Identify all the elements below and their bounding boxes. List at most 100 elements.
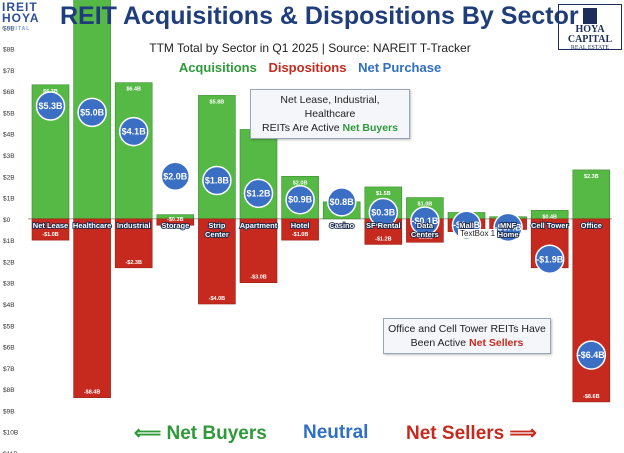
footer-neutral: Neutral xyxy=(303,422,369,443)
y-tick-label: $8B xyxy=(3,387,15,394)
logo-text-line1: IREIT xyxy=(2,0,38,14)
y-tick-label: $0 xyxy=(3,217,11,224)
disposition-value-label: -$1.1B xyxy=(417,234,434,240)
callout-line1: Office and Cell Tower REITs Have xyxy=(388,323,546,335)
callout-line2-text: Been Active xyxy=(410,337,470,349)
legend-dispositions: Dispositions xyxy=(268,60,347,75)
net-purchase-value-label: $5.3B xyxy=(38,101,63,111)
category-label: SF Rental xyxy=(366,221,401,230)
category-label: Industrial xyxy=(117,221,151,230)
net-purchase-value-label: -$6.4B xyxy=(578,350,606,360)
legend-net-purchase: Net Purchase xyxy=(358,60,442,75)
acquisition-value-label: $0.4B xyxy=(542,214,557,220)
net-purchase-value-label: -$1.9B xyxy=(536,254,564,264)
acquisition-value-label: $5.8B xyxy=(210,99,225,105)
disposition-value-label: -$3.0B xyxy=(250,275,267,281)
net-purchase-marker xyxy=(410,206,440,236)
y-tick-label: $1B xyxy=(3,196,15,203)
chart-title: REIT Acquisitions & Dispositions By Sect… xyxy=(60,2,579,30)
callout-line2: REITs Are Active Net Buyers xyxy=(255,121,405,135)
category-label: Office xyxy=(581,221,602,230)
acquisition-value-label: $1.0B xyxy=(418,202,433,208)
net-buyers-callout: Net Lease, Industrial, Healthcare REITs … xyxy=(250,89,410,139)
acquisition-value-label: $1.5B xyxy=(376,191,391,197)
category-label: Data xyxy=(417,221,434,230)
net-purchase-marker xyxy=(285,184,315,215)
y-tick-label: $6B xyxy=(3,89,15,96)
net-purchase-value-label: -$0.4B xyxy=(495,222,523,232)
hoya-logo-left: IREIT HOYA CAPITAL xyxy=(2,0,58,32)
legend-acquisitions: Acquisitions xyxy=(178,60,257,75)
disposition-value-label: -$1.0B xyxy=(42,232,59,238)
category-label: Casino xyxy=(329,221,354,230)
callout-line2: Been Active Net Sellers xyxy=(388,336,546,350)
logo-text-line3: CAPITAL xyxy=(2,26,31,32)
disposition-value-label: -$8.6B xyxy=(583,394,600,400)
footer-net-sellers: Net Sellers ⟹ xyxy=(406,423,537,444)
net-purchase-value-label: -$0.3B xyxy=(453,220,481,230)
y-tick-label: $9B xyxy=(3,408,15,415)
net-purchase-marker xyxy=(35,91,66,121)
net-sellers-callout: Office and Cell Tower REITs Have Been Ac… xyxy=(383,318,551,354)
y-tick-label: $4B xyxy=(3,132,15,139)
net-purchase-value-label: $0.8B xyxy=(330,197,355,207)
category-label: Centers xyxy=(411,230,439,239)
net-purchase-value-label: $1.2B xyxy=(246,188,271,198)
category-label: Apartment xyxy=(240,221,278,230)
net-purchase-marker xyxy=(368,197,399,228)
net-purchase-marker xyxy=(160,161,191,192)
disposition-value-label: -$8.4B xyxy=(84,390,101,396)
category-label: MNF xyxy=(500,221,517,230)
textbox-label: TextBox 1 xyxy=(458,229,498,238)
disposition-value-label: -$1.2B xyxy=(375,236,392,242)
disposition-value-label: -$4.0B xyxy=(209,296,226,302)
callout-emph: Net Sellers xyxy=(469,337,524,349)
category-labels: Net Lease Healthcare Industrial Storage Stri… xyxy=(32,220,603,240)
y-tick-label: $1B xyxy=(3,238,15,245)
category-label: Storage xyxy=(161,221,189,230)
net-purchase-value-label: $0.9B xyxy=(288,195,313,205)
y-tick-label: $11B xyxy=(3,451,18,453)
category-label: Mall xyxy=(459,221,474,230)
legend: Acquisitions Dispositions Net Purchase xyxy=(60,60,560,75)
y-tick-label: $5B xyxy=(3,323,15,330)
y-tick-label: $6B xyxy=(3,345,15,352)
category-label: Cell Tower xyxy=(531,221,568,230)
category-label: Healthcare xyxy=(73,221,111,230)
disposition-bar xyxy=(73,218,111,398)
net-purchase-marker xyxy=(77,97,107,128)
acquisition-value-label: $6.4B xyxy=(126,87,141,93)
net-purchase-value-label: -$0.1B xyxy=(411,216,439,226)
net-purchase-marker xyxy=(576,340,607,370)
disposition-bar xyxy=(31,218,70,241)
y-tick-label: $5B xyxy=(3,110,15,117)
net-purchase-marker xyxy=(202,165,232,196)
disposition-value-label: -$2.3B xyxy=(125,260,142,266)
callout-line2-text: REITs Are Active xyxy=(262,122,343,134)
disposition-bar xyxy=(572,218,611,403)
logo-right-line1: HOYA CAPITAL xyxy=(567,24,613,45)
disposition-value-label: -$1.0B xyxy=(292,232,309,238)
disposition-bar xyxy=(156,218,195,226)
y-tick-label: $2B xyxy=(3,174,15,181)
disposition-bar xyxy=(198,218,236,305)
net-purchase-marker xyxy=(493,212,523,243)
net-purchase-marker xyxy=(243,178,274,209)
disposition-value-label: -$0.3B xyxy=(167,217,184,223)
acquisition-value-label: $2.0B xyxy=(293,180,308,186)
acquisition-bar xyxy=(198,95,236,220)
acquisition-bar xyxy=(114,82,153,220)
category-label: Strip xyxy=(208,221,226,230)
disposition-bar xyxy=(239,218,278,284)
disposition-bar xyxy=(281,218,319,241)
building-icon xyxy=(583,8,597,24)
y-tick-label: $7B xyxy=(3,68,15,75)
logo-right-line2: REAL ESTATE xyxy=(570,45,610,51)
net-purchase-value-label: $1.8B xyxy=(205,176,230,186)
y-tick-label: $10B xyxy=(3,430,18,437)
category-label: Hotel xyxy=(291,221,310,230)
net-purchase-marker xyxy=(326,187,357,217)
net-purchase-marker xyxy=(534,244,565,275)
footer-net-buyers: ⟸ Net Buyers xyxy=(134,423,267,444)
